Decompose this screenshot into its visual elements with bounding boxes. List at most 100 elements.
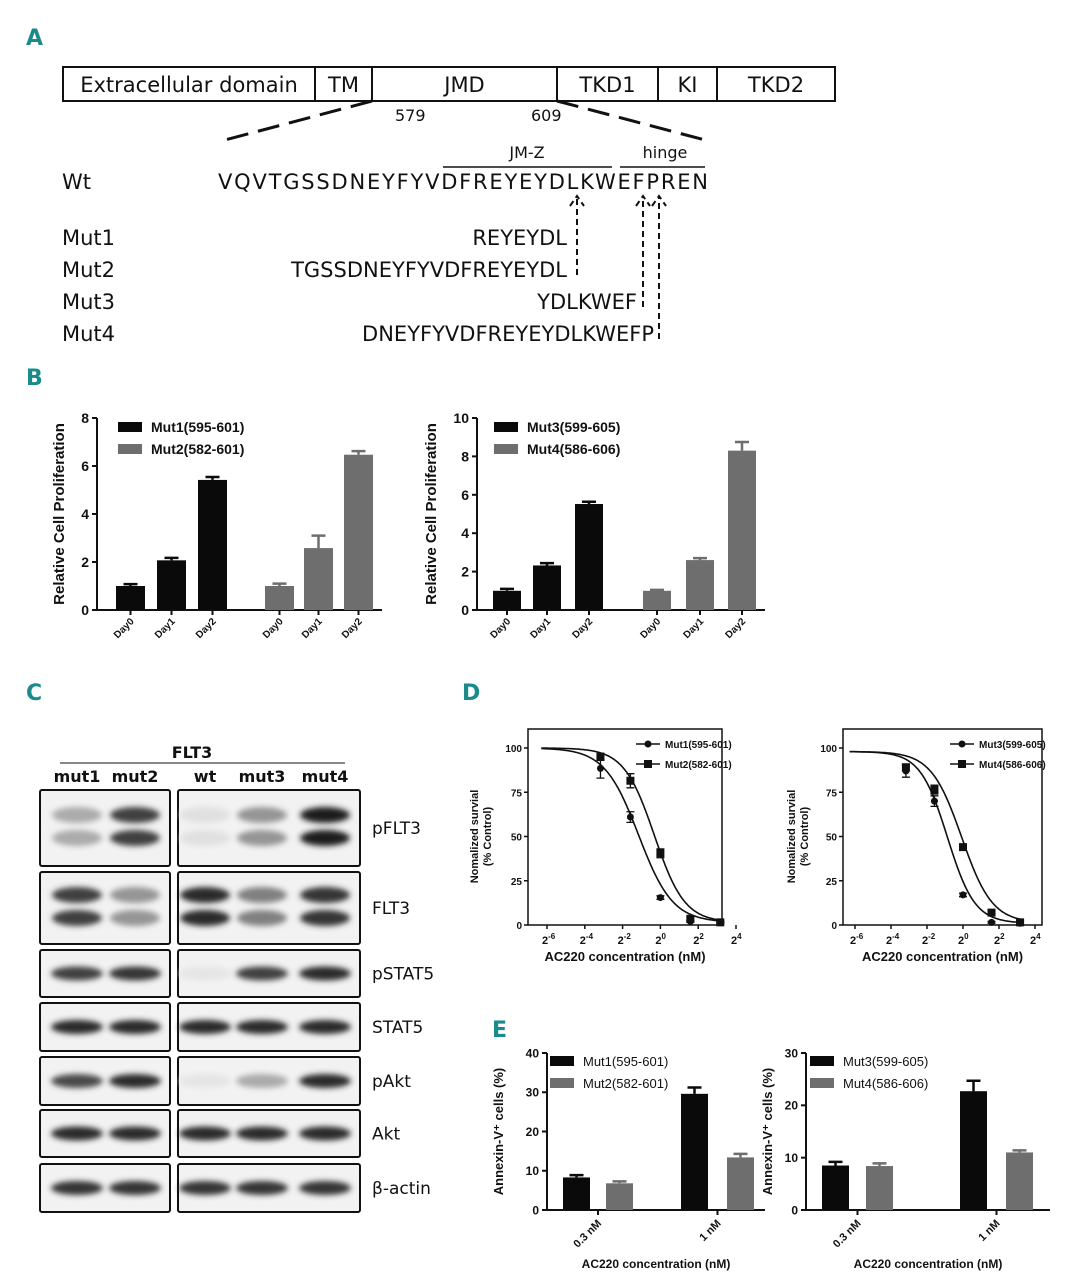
legend-swatch <box>494 422 518 432</box>
domain-tkd1: TKD1 <box>578 73 635 97</box>
legend-label: Mut3(599-605) <box>979 740 1046 751</box>
blot-row-label: STAT5 <box>372 1018 423 1038</box>
tick-exponent: -6 <box>548 932 556 941</box>
x-tick-label: 20 <box>655 932 666 947</box>
data-point <box>596 752 605 761</box>
lane-label-mut1: mut1 <box>54 767 101 786</box>
blot-row-pSTAT5: pSTAT5 <box>39 949 434 998</box>
band <box>179 1181 231 1195</box>
bar <box>157 560 186 610</box>
band <box>236 1020 288 1034</box>
y-tick-label: 0 <box>81 602 89 618</box>
data-point <box>716 918 725 927</box>
data-point <box>656 849 665 858</box>
band <box>237 887 287 903</box>
tick-base: 2 <box>542 935 548 947</box>
error-bar <box>872 1162 887 1167</box>
y-tick-label: 6 <box>81 458 89 474</box>
data-point <box>930 797 938 805</box>
mut4-sequence: DNEYFYVDFREYEYDLKWEFP <box>362 322 654 346</box>
y-tick-label: 30 <box>785 1046 799 1060</box>
bar <box>606 1183 633 1210</box>
y-axis-label: (% Control) <box>482 807 494 867</box>
error-bar <box>272 582 287 586</box>
legend-swatch <box>810 1056 834 1066</box>
mut3-label: Mut3 <box>62 290 115 314</box>
y-tick-label: 10 <box>526 1164 540 1178</box>
y-tick-label: 30 <box>526 1086 540 1100</box>
band <box>52 830 102 846</box>
bar <box>686 560 714 610</box>
bar <box>304 548 333 610</box>
tick-exponent: 0 <box>964 932 969 941</box>
tick-exponent: 0 <box>662 932 667 941</box>
band <box>299 1126 351 1141</box>
y-tick-label: 10 <box>453 410 469 426</box>
blot-row-pAkt: pAkt <box>39 1056 411 1106</box>
blot-row-STAT5: STAT5 <box>39 1002 423 1052</box>
band <box>236 1181 288 1195</box>
x-tick-label: 2-6 <box>542 932 556 947</box>
hinge-label: hinge <box>643 143 688 162</box>
tick-base: 2 <box>850 935 856 947</box>
mut1-label: Mut1 <box>62 226 115 250</box>
mut3-sequence: YDLKWEF <box>536 290 637 314</box>
bar <box>533 565 561 610</box>
y-tick-label: 0 <box>532 1203 539 1217</box>
band <box>52 887 102 903</box>
flt3-domain-diagram: Extracellular domain TM JMD TKD1 KI TKD2 579 … <box>62 66 836 346</box>
blot-row-label: Akt <box>372 1125 400 1145</box>
y-tick-label: 2 <box>461 564 469 580</box>
tick-exponent: -2 <box>928 932 936 941</box>
blot-panel <box>39 1163 171 1213</box>
band <box>52 910 102 926</box>
tick-exponent: 4 <box>1036 932 1041 941</box>
y-tick-label: 0 <box>516 921 522 932</box>
error-bar <box>1012 1149 1027 1153</box>
band <box>110 807 160 823</box>
band <box>300 807 350 823</box>
y-axis-label: Relative Cell Proliferation <box>51 423 68 605</box>
band <box>109 1181 161 1195</box>
data-point <box>626 776 635 785</box>
x-tick-label: Day2 <box>194 616 219 641</box>
band <box>300 910 350 926</box>
plot-frame <box>842 728 1043 926</box>
legend-swatch <box>118 422 142 432</box>
y-tick-label: 4 <box>461 525 469 541</box>
legend-swatch <box>550 1056 574 1066</box>
domain-jmd: JMD <box>442 73 484 97</box>
error-bar <box>735 440 749 451</box>
band <box>110 887 160 903</box>
band <box>51 1074 103 1088</box>
wt-label: Wt <box>62 170 91 194</box>
tick-exponent: -4 <box>892 932 900 941</box>
tick-base: 2 <box>655 935 661 947</box>
tick-exponent: 2 <box>1000 932 1005 941</box>
band <box>299 1020 351 1034</box>
y-tick-label: 50 <box>511 833 523 844</box>
data-point <box>959 843 967 852</box>
bar-chart-E-right: 0 10 20 30 Annexin-V⁺ cells (%) Mut3(599-605)… <box>760 1046 1050 1271</box>
x-tick-label: 2-2 <box>922 932 936 947</box>
arrow-icon <box>635 194 651 307</box>
x-tick-label: Day0 <box>261 616 286 641</box>
bar <box>1006 1152 1033 1210</box>
mut1-sequence: REYEYDL <box>472 226 567 250</box>
band <box>237 830 287 846</box>
x-tick-label: 22 <box>994 932 1005 947</box>
band <box>299 966 351 981</box>
band <box>236 1126 288 1141</box>
band <box>52 807 102 823</box>
x-tick-label: Day2 <box>570 616 595 641</box>
blot-panel <box>39 871 171 945</box>
x-tick-label: 0.3 nM <box>831 1218 864 1251</box>
bar <box>116 586 145 610</box>
zoom-line-right <box>556 99 706 142</box>
data-point <box>626 813 634 821</box>
y-axis-label: Nomalized survial <box>469 790 481 884</box>
y-tick-label: 8 <box>461 448 469 464</box>
